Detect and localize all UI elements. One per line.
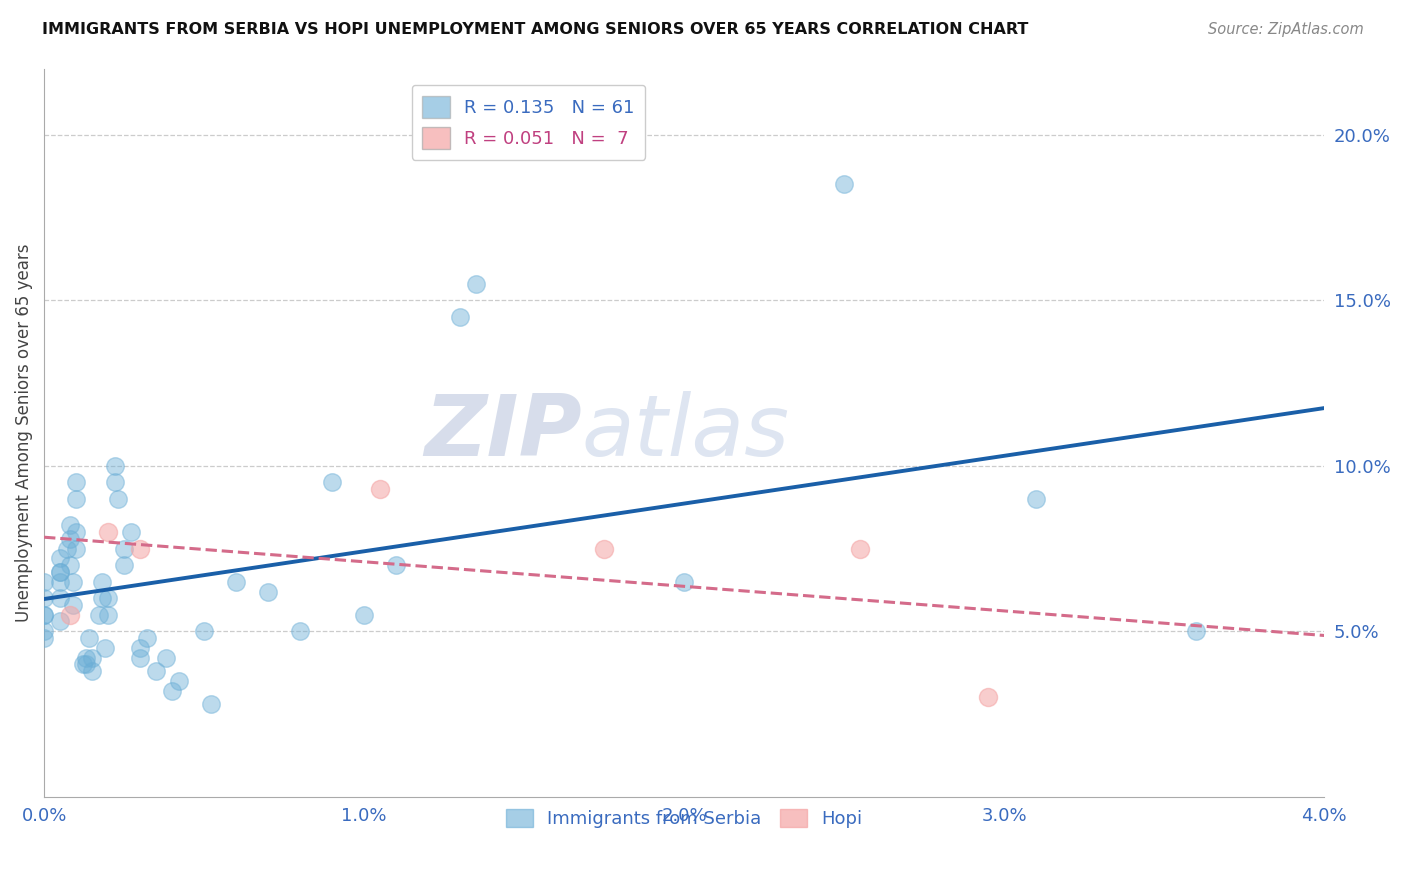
Point: [49, 615, 72, 629]
Point: [90, 591, 112, 606]
Point: [97, 524, 120, 539]
Point: [145, 664, 167, 678]
Point: [55, 541, 77, 556]
Point: [673, 574, 696, 589]
Point: [49, 565, 72, 579]
Point: [1025, 491, 1047, 506]
Point: [107, 491, 129, 506]
Point: [449, 310, 471, 324]
Point: [32, 624, 55, 639]
Point: [62, 574, 84, 589]
Point: [321, 475, 343, 490]
Point: [65, 541, 87, 556]
Point: [129, 650, 152, 665]
Point: [97, 607, 120, 622]
Point: [97, 591, 120, 606]
Point: [977, 690, 1000, 705]
Point: [353, 607, 375, 622]
Point: [49, 591, 72, 606]
Point: [75, 650, 97, 665]
Point: [62, 598, 84, 612]
Point: [849, 541, 872, 556]
Point: [65, 491, 87, 506]
Point: [160, 683, 183, 698]
Point: [465, 277, 488, 291]
Text: atlas: atlas: [582, 392, 790, 475]
Point: [103, 458, 125, 473]
Point: [32, 574, 55, 589]
Point: [112, 541, 135, 556]
Point: [82, 664, 104, 678]
Point: [120, 524, 142, 539]
Point: [368, 482, 391, 496]
Point: [225, 574, 247, 589]
Point: [832, 178, 855, 192]
Point: [59, 532, 82, 546]
Point: [49, 574, 72, 589]
Legend: Immigrants from Serbia, Hopi: Immigrants from Serbia, Hopi: [499, 801, 870, 835]
Point: [193, 624, 215, 639]
Point: [112, 558, 135, 572]
Point: [257, 584, 280, 599]
Point: [200, 697, 222, 711]
Point: [77, 631, 100, 645]
Point: [32, 631, 55, 645]
Point: [72, 657, 94, 672]
Y-axis label: Unemployment Among Seniors over 65 years: Unemployment Among Seniors over 65 years: [15, 244, 32, 622]
Point: [593, 541, 616, 556]
Point: [65, 524, 87, 539]
Point: [49, 551, 72, 566]
Point: [135, 631, 157, 645]
Point: [94, 640, 117, 655]
Point: [65, 475, 87, 490]
Point: [82, 650, 104, 665]
Point: [32, 607, 55, 622]
Point: [87, 607, 110, 622]
Point: [75, 657, 97, 672]
Point: [32, 607, 55, 622]
Text: Source: ZipAtlas.com: Source: ZipAtlas.com: [1208, 22, 1364, 37]
Point: [59, 607, 82, 622]
Point: [49, 565, 72, 579]
Point: [1185, 624, 1208, 639]
Point: [90, 574, 112, 589]
Point: [385, 558, 408, 572]
Point: [129, 640, 152, 655]
Text: IMMIGRANTS FROM SERBIA VS HOPI UNEMPLOYMENT AMONG SENIORS OVER 65 YEARS CORRELAT: IMMIGRANTS FROM SERBIA VS HOPI UNEMPLOYM…: [42, 22, 1029, 37]
Point: [103, 475, 125, 490]
Point: [288, 624, 311, 639]
Point: [129, 541, 152, 556]
Point: [59, 558, 82, 572]
Point: [59, 518, 82, 533]
Point: [167, 673, 190, 688]
Point: [32, 591, 55, 606]
Point: [155, 650, 177, 665]
Text: ZIP: ZIP: [425, 392, 582, 475]
